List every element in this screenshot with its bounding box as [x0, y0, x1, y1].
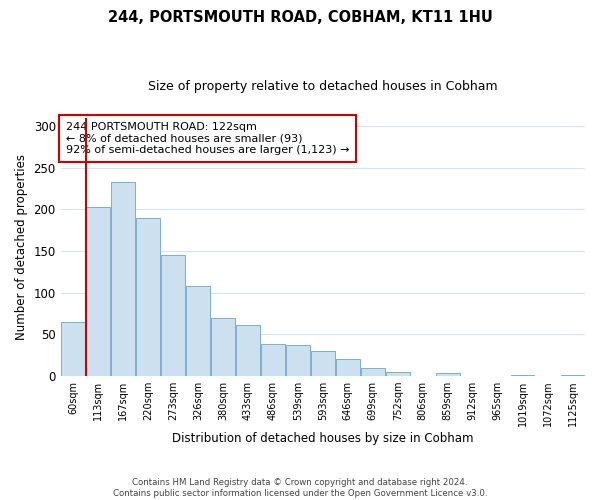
Bar [261, 344, 285, 376]
Text: Contains HM Land Registry data © Crown copyright and database right 2024.
Contai: Contains HM Land Registry data © Crown c… [113, 478, 487, 498]
Bar [236, 326, 260, 376]
Text: 244, PORTSMOUTH ROAD, COBHAM, KT11 1HU: 244, PORTSMOUTH ROAD, COBHAM, KT11 1HU [107, 10, 493, 25]
Bar [336, 360, 359, 376]
Text: 244 PORTSMOUTH ROAD: 122sqm
← 8% of detached houses are smaller (93)
92% of semi: 244 PORTSMOUTH ROAD: 122sqm ← 8% of deta… [66, 122, 349, 155]
Bar [186, 286, 210, 376]
Title: Size of property relative to detached houses in Cobham: Size of property relative to detached ho… [148, 80, 497, 93]
Bar [211, 318, 235, 376]
Y-axis label: Number of detached properties: Number of detached properties [15, 154, 28, 340]
Bar [161, 256, 185, 376]
Bar [61, 322, 85, 376]
Bar [111, 182, 135, 376]
Bar [86, 207, 110, 376]
X-axis label: Distribution of detached houses by size in Cobham: Distribution of detached houses by size … [172, 432, 473, 445]
Bar [286, 346, 310, 376]
Bar [436, 373, 460, 376]
Bar [386, 372, 410, 376]
Bar [361, 368, 385, 376]
Bar [311, 351, 335, 376]
Bar [136, 218, 160, 376]
